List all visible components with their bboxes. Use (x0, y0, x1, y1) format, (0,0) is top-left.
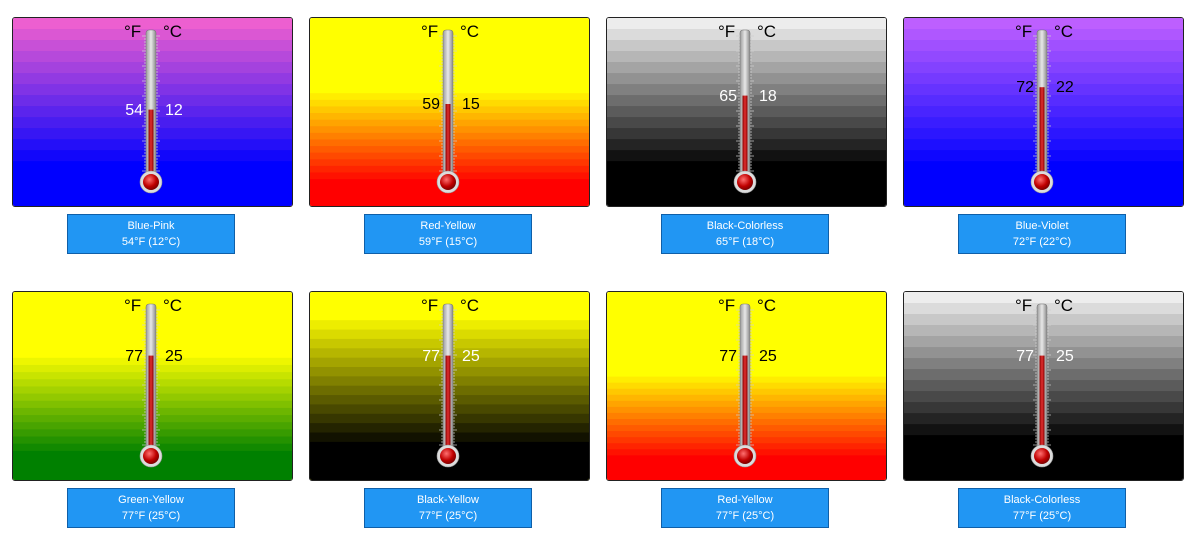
thermometer-bulb (143, 448, 159, 464)
fahrenheit-unit-label: °F (124, 296, 142, 315)
thermometer-bulb (1034, 174, 1050, 190)
fahrenheit-value: 72 (1016, 79, 1034, 97)
thermometer-panel: °F °C 77 25 (903, 291, 1184, 481)
fahrenheit-value: 77 (719, 347, 737, 365)
fahrenheit-value: 77 (125, 347, 143, 365)
caption-box: Red-Yellow 77°F (25°C) (661, 488, 829, 528)
celsius-unit-label: °C (460, 22, 480, 41)
thermometer-card: °F °C 77 25 Black-Yellow 77°F (25°C) (309, 291, 606, 531)
celsius-value: 25 (165, 347, 183, 365)
caption-reading: 77°F (25°C) (1012, 510, 1072, 522)
caption-box: Black-Colorless 77°F (25°C) (958, 488, 1126, 528)
caption-title: Black-Colorless (1003, 494, 1081, 506)
caption-reading: 77°F (25°C) (418, 510, 478, 522)
caption-box: Black-Colorless 65°F (18°C) (661, 214, 829, 254)
caption-reading: 72°F (22°C) (1012, 236, 1072, 248)
caption-title: Black-Colorless (706, 220, 784, 232)
mercury-column (445, 104, 451, 182)
fahrenheit-unit-label: °F (421, 22, 439, 41)
caption-box: Green-Yellow 77°F (25°C) (67, 488, 235, 528)
thermometer-icon (1030, 303, 1054, 468)
thermometer-panel: °F °C 77 25 (309, 291, 590, 481)
thermometer-icon (733, 29, 757, 194)
caption-title: Blue-Pink (127, 220, 175, 232)
caption-title: Blue-Violet (1015, 220, 1069, 232)
caption-title: Red-Yellow (717, 494, 773, 506)
mercury-column (148, 109, 154, 182)
fahrenheit-value: 59 (422, 96, 440, 113)
thermometer-icon (1030, 29, 1054, 194)
fahrenheit-value: 54 (125, 101, 143, 119)
thermometer-panel: °F °C 77 25 (12, 291, 293, 481)
celsius-value: 25 (759, 347, 777, 365)
thermometer-icon (139, 303, 163, 468)
thermometer-panel: °F °C 77 25 (606, 291, 887, 481)
thermometer-card: °F °C 59 15 Red-Yellow 59°F (15°C) (309, 17, 606, 257)
caption-box: Black-Yellow 77°F (25°C) (364, 488, 532, 528)
thermometer-icon (436, 29, 460, 194)
celsius-value: 22 (1056, 79, 1074, 97)
celsius-unit-label: °C (757, 296, 777, 315)
caption-box: Blue-Violet 72°F (22°C) (958, 214, 1126, 254)
thermometer-card: °F °C 77 25 Black-Colorless 77°F (25°C) (903, 291, 1200, 531)
caption-reading: 59°F (15°C) (418, 236, 478, 248)
fahrenheit-unit-label: °F (124, 22, 142, 41)
thermometer-card: °F °C 77 25 Green-Yellow 77°F (25°C) (12, 291, 309, 531)
fahrenheit-unit-label: °F (421, 296, 439, 315)
celsius-value: 15 (462, 96, 480, 113)
caption-reading: 65°F (18°C) (715, 236, 775, 248)
caption-reading: 77°F (25°C) (121, 510, 181, 522)
thermometer-card: °F °C 72 22 Blue-Violet 72°F (22°C) (903, 17, 1200, 257)
caption-box: Blue-Pink 54°F (12°C) (67, 214, 235, 254)
thermometer-icon (436, 303, 460, 468)
celsius-unit-label: °C (757, 22, 777, 41)
celsius-value: 12 (165, 101, 183, 119)
fahrenheit-unit-label: °F (1015, 296, 1033, 315)
celsius-unit-label: °C (1054, 296, 1074, 315)
fahrenheit-value: 65 (719, 87, 737, 105)
mercury-column (148, 355, 154, 456)
mercury-column (742, 355, 748, 456)
thermometer-bulb (440, 448, 456, 464)
thermometer-bulb (737, 448, 753, 464)
thermometer-card: °F °C 65 18 Black-Colorless 65°F (18°C) (606, 17, 903, 257)
fahrenheit-unit-label: °F (718, 22, 736, 41)
celsius-value: 25 (1056, 347, 1074, 365)
thermometer-icon (139, 29, 163, 194)
caption-reading: 54°F (12°C) (121, 236, 181, 248)
caption-reading: 77°F (25°C) (715, 510, 775, 522)
thermometer-bulb (143, 174, 159, 190)
thermometer-bulb (1034, 448, 1050, 464)
mercury-column (1039, 355, 1045, 456)
celsius-unit-label: °C (1054, 22, 1074, 41)
thermometer-card: °F °C 54 12 Blue-Pink 54°F (12°C) (12, 17, 309, 257)
fahrenheit-value: 77 (1016, 347, 1034, 365)
celsius-unit-label: °C (460, 296, 480, 315)
thermometer-panel: °F °C 65 18 (606, 17, 887, 207)
caption-title: Red-Yellow (420, 220, 476, 232)
fahrenheit-unit-label: °F (718, 296, 736, 315)
thermometer-panel: °F °C 72 22 (903, 17, 1184, 207)
caption-box: Red-Yellow 59°F (15°C) (364, 214, 532, 254)
thermometer-icon (733, 303, 757, 468)
caption-title: Green-Yellow (118, 494, 184, 506)
thermometer-panel: °F °C 54 12 (12, 17, 293, 207)
thermometer-bulb (737, 174, 753, 190)
mercury-column (742, 95, 748, 182)
celsius-value: 18 (759, 87, 777, 105)
mercury-column (445, 355, 451, 456)
celsius-unit-label: °C (163, 22, 183, 41)
caption-title: Black-Yellow (417, 494, 479, 506)
mercury-column (1039, 87, 1045, 182)
thermometer-panel: °F °C 59 15 (309, 17, 590, 207)
thermometer-bulb (440, 174, 456, 190)
fahrenheit-value: 77 (422, 347, 440, 365)
celsius-unit-label: °C (163, 296, 183, 315)
celsius-value: 25 (462, 347, 480, 365)
thermometer-card: °F °C 77 25 Red-Yellow 77°F (25°C) (606, 291, 903, 531)
fahrenheit-unit-label: °F (1015, 22, 1033, 41)
